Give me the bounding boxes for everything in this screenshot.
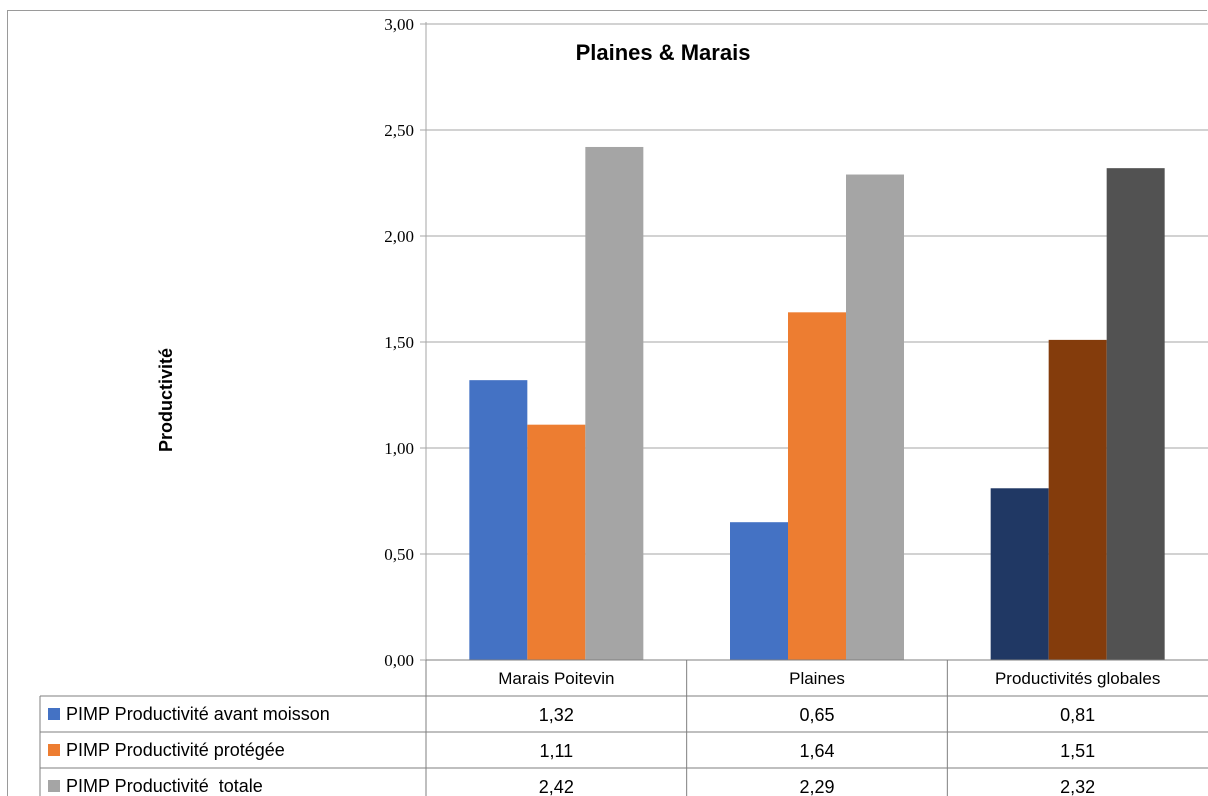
y-axis-label: Productivité <box>156 348 176 452</box>
data-label: 1,11 <box>539 741 573 761</box>
bar-2-2 <box>788 312 846 660</box>
bar-1-3 <box>990 488 1049 660</box>
bar-3-3 <box>1106 168 1165 660</box>
legend-entry: PIMP Productivité totale <box>66 776 263 796</box>
data-label: 0,81 <box>1060 705 1095 725</box>
chart-title: Plaines & Marais <box>576 40 751 65</box>
legend-entry: PIMP Productivité protégée <box>66 740 285 760</box>
data-label: 1,32 <box>539 705 574 725</box>
category-label: Productivités globales <box>995 669 1160 688</box>
y-tick-label: 2,50 <box>384 121 414 140</box>
data-label: 2,32 <box>1060 777 1095 796</box>
chart-frame <box>7 10 1207 796</box>
y-tick-label: 3,00 <box>384 15 414 34</box>
data-label: 2,29 <box>799 777 834 796</box>
y-tick-label: 0,00 <box>384 651 414 670</box>
bar-3-1 <box>585 146 644 660</box>
y-tick-label: 2,00 <box>384 227 414 246</box>
y-tick-label: 1,00 <box>384 439 414 458</box>
bar-1-1 <box>469 380 528 660</box>
y-tick-label: 1,50 <box>384 333 414 352</box>
legend-entry: PIMP Productivité avant moisson <box>66 704 330 724</box>
data-label: 0,65 <box>799 705 834 725</box>
category-label: Plaines <box>789 669 845 688</box>
legend-swatch <box>48 780 60 792</box>
bar-3-2 <box>846 174 904 660</box>
category-label: Marais Poitevin <box>498 669 614 688</box>
legend-swatch <box>48 744 60 756</box>
data-label: 1,51 <box>1060 741 1095 761</box>
data-label: 1,64 <box>799 741 834 761</box>
legend-swatch <box>48 708 60 720</box>
bar-2-1 <box>527 424 586 660</box>
bar-2-3 <box>1048 339 1107 660</box>
data-label: 2,42 <box>539 777 574 796</box>
bar-1-2 <box>730 522 788 660</box>
y-tick-label: 0,50 <box>384 545 414 564</box>
